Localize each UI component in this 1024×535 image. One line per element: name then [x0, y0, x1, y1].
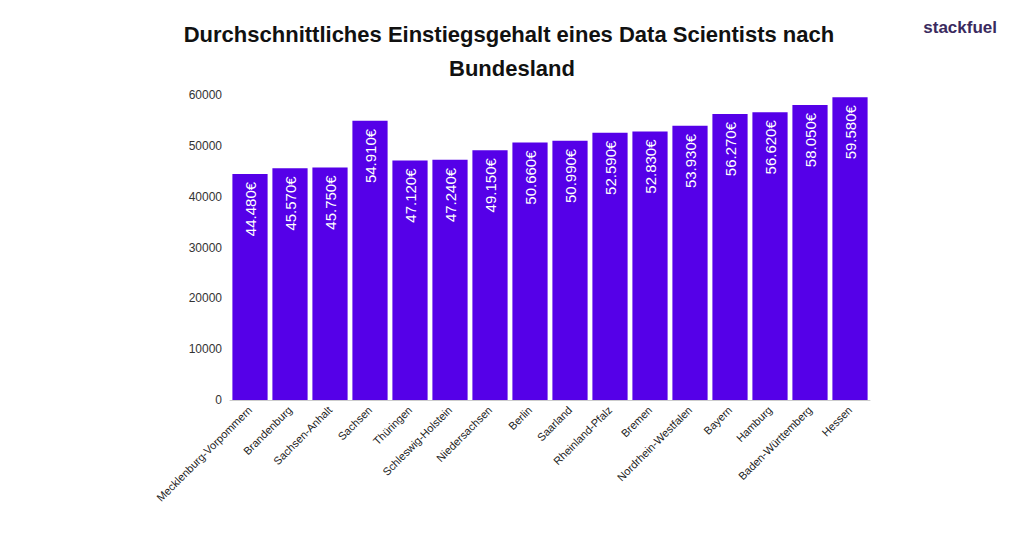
svg-text:60000: 60000 — [189, 88, 223, 102]
svg-text:52.590€: 52.590€ — [602, 140, 619, 195]
svg-text:Bayern: Bayern — [701, 404, 734, 437]
svg-text:Thüringen: Thüringen — [370, 403, 415, 448]
svg-text:54.910€: 54.910€ — [362, 128, 379, 183]
svg-text:45.570€: 45.570€ — [282, 176, 299, 231]
svg-text:30000: 30000 — [189, 241, 223, 255]
svg-text:Sachsen: Sachsen — [336, 404, 375, 443]
svg-text:Rheinland-Pfalz: Rheinland-Pfalz — [551, 404, 614, 467]
svg-text:Bremen: Bremen — [619, 404, 655, 440]
svg-text:Baden-Württemberg: Baden-Württemberg — [736, 404, 814, 482]
svg-text:50.990€: 50.990€ — [562, 148, 579, 203]
svg-text:56.270€: 56.270€ — [722, 121, 739, 176]
svg-text:Berlin: Berlin — [506, 404, 534, 432]
svg-text:Mecklenburg-Vorpommern: Mecklenburg-Vorpommern — [154, 404, 254, 504]
svg-text:58.050€: 58.050€ — [802, 112, 819, 167]
svg-text:Sachsen-Anhalt: Sachsen-Anhalt — [271, 404, 334, 467]
svg-text:Saarland: Saarland — [535, 404, 575, 444]
svg-text:53.930€: 53.930€ — [682, 133, 699, 188]
svg-text:44.480€: 44.480€ — [242, 181, 259, 236]
svg-text:10000: 10000 — [189, 342, 223, 356]
svg-text:Schleswig-Holstein: Schleswig-Holstein — [380, 404, 454, 478]
svg-text:47.240€: 47.240€ — [442, 167, 459, 222]
svg-text:Bundesland: Bundesland — [449, 56, 575, 81]
svg-text:47.120€: 47.120€ — [402, 168, 419, 223]
svg-text:50000: 50000 — [189, 139, 223, 153]
svg-text:49.150€: 49.150€ — [482, 158, 499, 213]
svg-text:0: 0 — [215, 393, 222, 407]
svg-text:Nordrhein-Westfalen: Nordrhein-Westfalen — [615, 404, 695, 484]
svg-text:Hamburg: Hamburg — [734, 404, 774, 444]
svg-text:stackfuel: stackfuel — [923, 18, 997, 37]
svg-text:45.750€: 45.750€ — [322, 175, 339, 230]
svg-text:20000: 20000 — [189, 291, 223, 305]
svg-text:Brandenburg: Brandenburg — [240, 403, 295, 458]
svg-text:Niedersachsen: Niedersachsen — [434, 404, 494, 464]
svg-text:59.580€: 59.580€ — [842, 104, 859, 159]
svg-text:52.830€: 52.830€ — [642, 139, 659, 194]
svg-text:40000: 40000 — [189, 190, 223, 204]
svg-text:Hessen: Hessen — [819, 404, 854, 439]
svg-text:56.620€: 56.620€ — [762, 120, 779, 175]
svg-text:50.660€: 50.660€ — [522, 150, 539, 205]
svg-text:Durchschnittliches Einstiegsge: Durchschnittliches Einstiegsgehalt eines… — [184, 22, 841, 47]
